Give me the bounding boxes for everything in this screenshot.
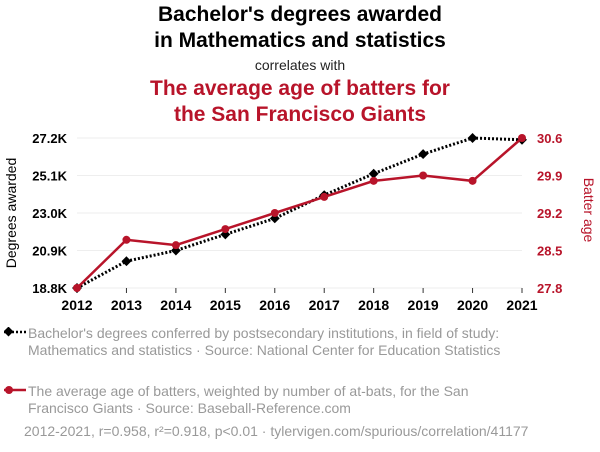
footer-stats: 2012-2021, r=0.958, r²=0.918, p<0.01 · t… xyxy=(24,423,529,439)
y-right-tick-label: 27.8 xyxy=(537,281,562,296)
y-left-tick-label: 18.8K xyxy=(32,281,67,296)
legend-text-batter-age: The average age of batters, weighted by … xyxy=(28,383,469,416)
chart-subtitle-line2: the San Francisco Giants xyxy=(173,103,427,126)
y-left-tick-label: 23.0K xyxy=(32,206,67,221)
data-point-batter-age xyxy=(171,241,180,250)
legend-item-batter-age: The average age of batters, weighted by … xyxy=(4,383,524,417)
y-left-axis-label: Degrees awarded xyxy=(3,158,19,269)
data-point-degrees xyxy=(121,256,132,267)
series-line-degrees xyxy=(76,136,523,290)
chart-title-line1: Bachelor's degrees awarded xyxy=(158,3,442,26)
y-left-tick-label: 27.2K xyxy=(32,131,67,146)
data-point-batter-age xyxy=(419,171,428,180)
y-right-tick-label: 30.6 xyxy=(537,131,562,146)
title-block: Bachelor's degrees awarded in Mathematic… xyxy=(0,0,600,127)
data-point-batter-age xyxy=(221,225,230,234)
data-point-degrees xyxy=(368,168,379,179)
chart-title-line2: in Mathematics and statistics xyxy=(154,29,446,52)
x-tick-label: 2014 xyxy=(160,297,191,313)
x-tick-label: 2016 xyxy=(259,297,290,313)
y-left-tick-label: 25.1K xyxy=(32,169,67,184)
legend-item-degrees: Bachelor's degrees conferred by postseco… xyxy=(4,325,524,359)
data-point-degrees xyxy=(418,149,429,160)
x-tick-label: 2017 xyxy=(309,297,340,313)
y-right-tick-label: 29.9 xyxy=(537,169,562,184)
y-right-tick-label: 29.2 xyxy=(537,206,562,221)
x-tick-label: 2018 xyxy=(358,297,389,313)
legend-text-degrees: Bachelor's degrees conferred by postseco… xyxy=(28,325,501,358)
data-point-batter-age xyxy=(320,192,329,201)
data-point-batter-age xyxy=(468,176,477,185)
data-point-batter-age xyxy=(122,235,131,244)
x-tick-label: 2013 xyxy=(111,297,142,313)
chart-subtitle-line1: The average age of batters for xyxy=(150,77,450,100)
y-right-tick-label: 28.5 xyxy=(537,244,562,259)
data-point-batter-age xyxy=(518,134,526,142)
data-point-degrees xyxy=(467,133,478,143)
circle-marker-icon xyxy=(5,386,13,394)
y-left-tick-label: 20.9K xyxy=(32,244,67,259)
diamond-marker-icon xyxy=(4,327,14,337)
chart-title-connector: correlates with xyxy=(254,57,346,73)
x-tick-label: 2012 xyxy=(61,297,92,313)
x-tick-label: 2015 xyxy=(210,297,241,313)
y-right-axis-label: Batter age xyxy=(581,178,597,243)
x-tick-label: 2021 xyxy=(506,297,537,313)
data-point-batter-age xyxy=(270,209,279,217)
legend-swatch-batter-age xyxy=(4,386,26,394)
x-tick-label: 2019 xyxy=(408,297,439,313)
legend-swatch-degrees xyxy=(4,327,26,337)
series-line-batter-age xyxy=(76,137,523,289)
data-point-batter-age xyxy=(73,284,81,292)
x-tick-label: 2020 xyxy=(457,297,488,313)
data-point-batter-age xyxy=(369,176,378,185)
